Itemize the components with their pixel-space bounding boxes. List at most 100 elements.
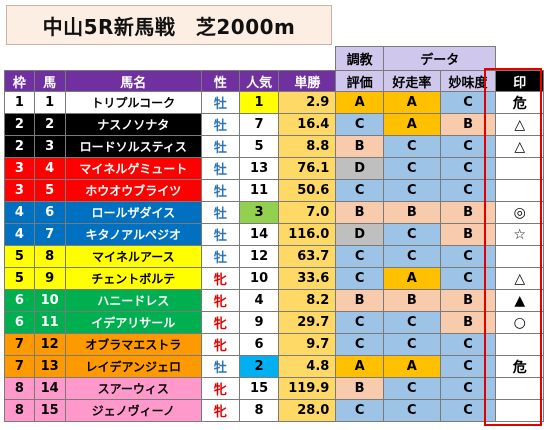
ninki-cell: 12 bbox=[238, 245, 280, 268]
kousou-grade-cell: C bbox=[382, 311, 441, 334]
header-mimi: 妙味度 bbox=[439, 70, 497, 92]
sex-cell: 牝 bbox=[201, 333, 240, 356]
chokyo-grade-cell: D bbox=[335, 223, 384, 246]
sex-cell: 牡 bbox=[201, 91, 240, 114]
horse-name-cell: ホウオウブライツ bbox=[64, 179, 203, 202]
horse-name-cell: マイネルアース bbox=[64, 245, 203, 268]
ninki-cell: 5 bbox=[238, 135, 280, 158]
horse-table: 調教 データ 枠 馬 馬名 性 人気 単勝 評価 好走率 妙味度 印 1 1 トリプ… bbox=[4, 46, 544, 422]
sex-cell: 牡 bbox=[201, 135, 240, 158]
odds-cell: 116.0 bbox=[278, 223, 337, 246]
waku-cell: 3 bbox=[4, 179, 35, 202]
odds-cell: 29.7 bbox=[278, 311, 337, 334]
sex-cell: 牡 bbox=[201, 223, 240, 246]
mimi-grade-cell: C bbox=[439, 333, 497, 356]
chokyo-grade-cell: C bbox=[335, 179, 384, 202]
mark-cell bbox=[495, 179, 544, 202]
horse-name-cell: ナスノソナタ bbox=[64, 113, 203, 136]
header-chokyo-top: 調教 bbox=[335, 46, 384, 71]
horse-name-cell: チェントボルテ bbox=[64, 267, 203, 290]
ninki-cell: 3 bbox=[238, 201, 280, 224]
waku-cell: 8 bbox=[4, 399, 35, 422]
mimi-grade-cell: C bbox=[439, 377, 497, 400]
horse-name-cell: ロールザダイス bbox=[64, 201, 203, 224]
kousou-grade-cell: B bbox=[382, 289, 441, 312]
mark-cell bbox=[495, 333, 544, 356]
chokyo-grade-cell: C bbox=[335, 245, 384, 268]
header-bamei: 馬名 bbox=[64, 70, 203, 92]
odds-cell: 8.8 bbox=[278, 135, 337, 158]
waku-cell: 5 bbox=[4, 245, 35, 268]
sex-cell: 牡 bbox=[201, 179, 240, 202]
chokyo-grade-cell: B bbox=[335, 289, 384, 312]
odds-cell: 9.7 bbox=[278, 333, 337, 356]
sex-cell: 牡 bbox=[201, 201, 240, 224]
kousou-grade-cell: C bbox=[382, 245, 441, 268]
uma-number-cell: 7 bbox=[33, 223, 66, 246]
odds-cell: 50.6 bbox=[278, 179, 337, 202]
kousou-grade-cell: A bbox=[382, 267, 441, 290]
odds-cell: 33.6 bbox=[278, 267, 337, 290]
mark-cell: ☆ bbox=[495, 223, 544, 246]
sex-cell: 牝 bbox=[201, 267, 240, 290]
table-row: 8 14 スアーウィス牝 15 119.9 B C C bbox=[4, 377, 544, 400]
ninki-cell: 13 bbox=[238, 157, 280, 180]
kousou-grade-cell: C bbox=[382, 399, 441, 422]
ninki-cell: 6 bbox=[238, 333, 280, 356]
header-row-1: 調教 データ bbox=[5, 46, 544, 71]
odds-cell: 119.9 bbox=[278, 377, 337, 400]
mark-cell: △ bbox=[495, 135, 544, 158]
kousou-grade-cell: A bbox=[382, 355, 441, 378]
table-row: 4 7 キタノアルペジオ牡 14 116.0 D C B ☆ bbox=[4, 223, 544, 246]
kousou-grade-cell: C bbox=[382, 333, 441, 356]
mark-cell: ○ bbox=[495, 311, 544, 334]
ninki-cell: 10 bbox=[238, 267, 280, 290]
chokyo-grade-cell: B bbox=[335, 135, 384, 158]
chokyo-grade-cell: C bbox=[335, 113, 384, 136]
mimi-grade-cell: C bbox=[439, 135, 497, 158]
horse-name-cell: ジェノヴィーノ bbox=[64, 399, 203, 422]
mark-cell bbox=[495, 245, 544, 268]
uma-number-cell: 13 bbox=[33, 355, 66, 378]
ninki-cell: 9 bbox=[238, 311, 280, 334]
horse-name-cell: スアーウィス bbox=[64, 377, 203, 400]
uma-number-cell: 9 bbox=[33, 267, 66, 290]
mark-cell bbox=[495, 399, 544, 422]
header-kousou: 好走率 bbox=[382, 70, 441, 92]
mark-cell: ▲ bbox=[495, 289, 544, 312]
sex-cell: 牡 bbox=[201, 245, 240, 268]
mimi-grade-cell: C bbox=[439, 179, 497, 202]
header-chokyo-bottom: 評価 bbox=[335, 70, 384, 92]
header-waku: 枠 bbox=[4, 70, 35, 92]
horse-name-cell: ロードソルスティス bbox=[64, 135, 203, 158]
ninki-cell: 4 bbox=[238, 289, 280, 312]
mark-cell: 危 bbox=[495, 355, 544, 378]
table-row: 3 4 マイネルゲミュート牡 13 76.1 D C C bbox=[4, 157, 544, 180]
odds-cell: 4.8 bbox=[278, 355, 337, 378]
table-row: 5 8 マイネルアース牡 12 63.7 C C C bbox=[4, 245, 544, 268]
waku-cell: 7 bbox=[4, 355, 35, 378]
uma-number-cell: 12 bbox=[33, 333, 66, 356]
header-data: データ bbox=[382, 46, 497, 71]
sex-cell: 牝 bbox=[201, 377, 240, 400]
chokyo-grade-cell: B bbox=[335, 201, 384, 224]
horse-name-cell: ハニードレス bbox=[64, 289, 203, 312]
chokyo-grade-cell: C bbox=[335, 399, 384, 422]
kousou-grade-cell: C bbox=[382, 157, 441, 180]
table-row: 1 1 トリプルコーク牡 1 2.9 A A C 危 bbox=[4, 91, 544, 114]
mimi-grade-cell: C bbox=[439, 157, 497, 180]
sex-cell: 牡 bbox=[201, 157, 240, 180]
mimi-grade-cell: B bbox=[439, 311, 497, 334]
ninki-cell: 11 bbox=[238, 179, 280, 202]
header-ninki: 人気 bbox=[238, 70, 280, 92]
mark-cell: ◎ bbox=[495, 201, 544, 224]
horse-name-cell: キタノアルペジオ bbox=[64, 223, 203, 246]
kousou-grade-cell: A bbox=[382, 91, 441, 114]
mark-cell bbox=[495, 157, 544, 180]
uma-number-cell: 5 bbox=[33, 179, 66, 202]
table-row: 8 15 ジェノヴィーノ牝 8 28.0 C C C bbox=[4, 399, 544, 422]
uma-number-cell: 15 bbox=[33, 399, 66, 422]
ninki-cell: 8 bbox=[238, 399, 280, 422]
odds-cell: 16.4 bbox=[278, 113, 337, 136]
waku-cell: 3 bbox=[4, 157, 35, 180]
